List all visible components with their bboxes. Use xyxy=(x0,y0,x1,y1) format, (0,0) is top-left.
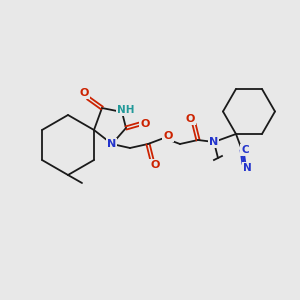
Text: NH: NH xyxy=(117,105,135,115)
Text: O: O xyxy=(185,114,195,124)
Text: O: O xyxy=(140,119,150,129)
Text: N: N xyxy=(209,137,219,147)
Text: N: N xyxy=(243,163,251,173)
Text: C: C xyxy=(241,145,249,155)
Text: O: O xyxy=(79,88,89,98)
Text: N: N xyxy=(107,139,117,149)
Text: O: O xyxy=(150,160,160,170)
Text: O: O xyxy=(163,131,173,141)
